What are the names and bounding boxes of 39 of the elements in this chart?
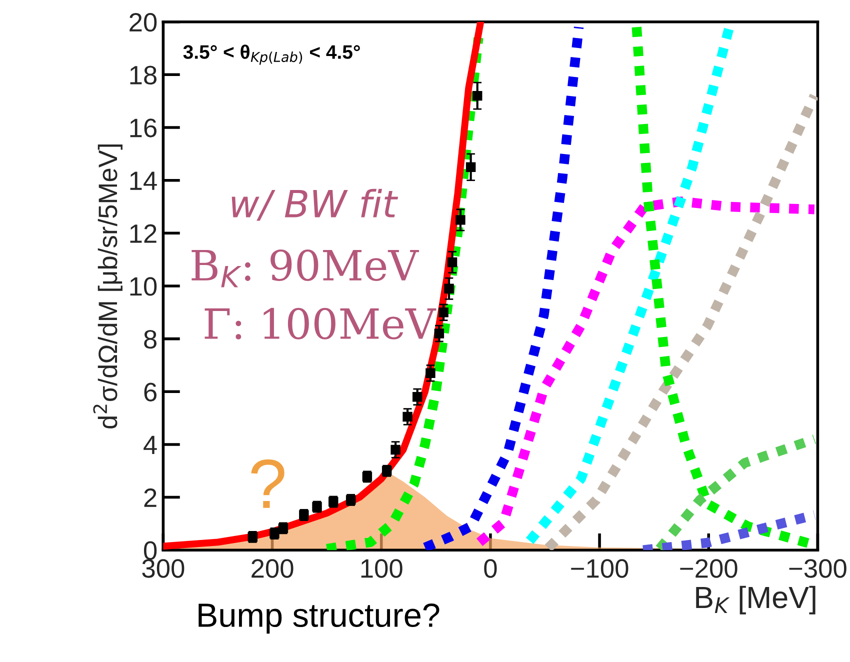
y-tick-label: 4	[144, 436, 157, 454]
y-tick-label: 8	[144, 330, 156, 349]
y-tick-label: 6	[144, 382, 156, 402]
x-tick-label: 300	[142, 559, 184, 578]
point	[447, 257, 458, 268]
y-tick-label: 14	[130, 172, 157, 190]
point	[402, 412, 412, 422]
point	[328, 496, 338, 507]
x-tick-label: 0	[484, 559, 497, 578]
point	[466, 162, 476, 172]
annotation: ?	[251, 459, 284, 508]
y-tick-label: 0	[144, 541, 157, 560]
text: Bump structure?	[198, 603, 440, 634]
x-tick-label: −100	[571, 559, 628, 578]
point	[390, 444, 400, 455]
annotation: w/ BW fit	[232, 188, 398, 221]
annotation: Γ: 100MeV	[204, 308, 436, 340]
point	[438, 308, 448, 318]
y-tick-label: 20	[130, 12, 157, 32]
x-tick-label: 200	[252, 559, 294, 578]
point	[412, 392, 422, 402]
y-tick-label: 12	[130, 224, 156, 243]
y-tick-label: 2	[144, 488, 156, 507]
annotation: B$_{K}$: 90MeV	[192, 249, 419, 288]
y-tick-label: 18	[130, 66, 156, 84]
x-tick-label: 100	[361, 559, 402, 578]
point	[248, 532, 258, 542]
y-tick-label: 10	[130, 277, 157, 296]
point	[444, 284, 454, 294]
y-axis-title: d$^{2}$σ/dΩ/dM [μb/sr/5MeV]	[93, 144, 122, 428]
x-tick-label: −200	[680, 559, 738, 578]
y-tick-label: 16	[130, 118, 156, 138]
x-axis-title: B$_{K}$ [MeV]	[696, 586, 816, 614]
x-tick-label: −300	[789, 559, 846, 578]
annotation: 3.5° < θ$_{Kp(Lab)}$ < 4.5°	[183, 44, 360, 65]
point	[382, 466, 392, 476]
point	[456, 215, 466, 225]
point	[426, 368, 436, 378]
point	[472, 90, 482, 101]
